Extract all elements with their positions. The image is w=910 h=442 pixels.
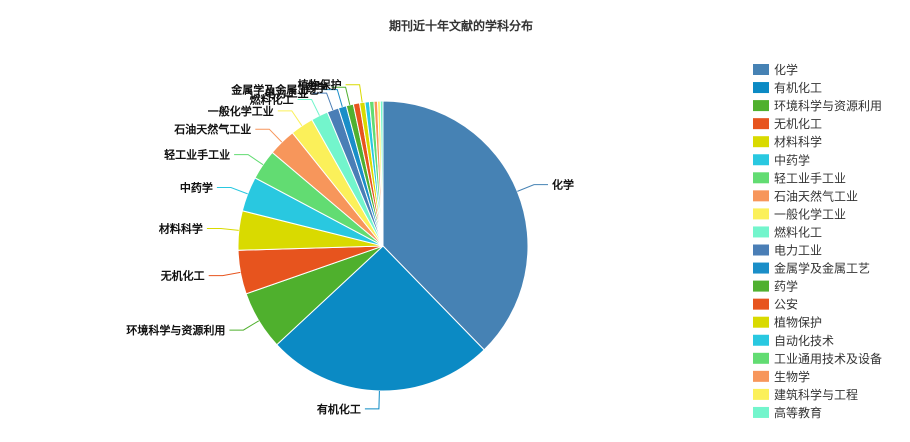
leader-line: [297, 99, 320, 116]
legend-swatch[interactable]: [753, 244, 769, 256]
slice-label: 植物保护: [297, 78, 342, 92]
slice-label: 有机化工: [317, 402, 361, 416]
legend-label[interactable]: 环境科学与资源利用: [774, 98, 882, 113]
legend-swatch[interactable]: [753, 352, 769, 364]
legend-label[interactable]: 高等教育: [774, 405, 822, 420]
pie-slice[interactable]: [276, 245, 485, 392]
legend-label[interactable]: 药学: [774, 279, 798, 294]
label-leader-lines: [206, 84, 548, 410]
leader-line: [234, 154, 264, 166]
legend-swatch[interactable]: [753, 100, 769, 112]
slice-label: 轻工业手工业: [164, 148, 230, 162]
legend-swatch[interactable]: [753, 82, 769, 94]
slice-label: 环境科学与资源利用: [126, 323, 225, 337]
legend-swatch[interactable]: [753, 172, 769, 184]
slice-label: 化学: [552, 178, 574, 192]
leader-line: [277, 110, 303, 127]
legend-swatch[interactable]: [753, 154, 769, 166]
pie-slice[interactable]: [379, 100, 384, 247]
leader-line: [216, 187, 248, 195]
slice-label: 中药学: [180, 181, 213, 195]
pie-slices: [237, 100, 529, 392]
leader-line: [517, 184, 548, 192]
leader-line: [345, 84, 363, 103]
slice-label: 无机化工: [160, 269, 205, 283]
legend-label[interactable]: 建筑科学与工程: [774, 387, 858, 402]
legend-swatch[interactable]: [753, 136, 769, 148]
slice-label: 一般化学工业: [208, 104, 274, 118]
legend-label[interactable]: 工业通用技术及设备: [774, 352, 882, 366]
leader-line: [364, 390, 380, 410]
slice-label: 材料科学: [159, 222, 203, 236]
leader-line: [206, 228, 239, 231]
slice-label: 石油天然气工业: [173, 122, 251, 136]
leader-line: [312, 92, 334, 111]
leader-line: [331, 86, 351, 106]
legend-swatch[interactable]: [753, 208, 769, 220]
legend-swatch[interactable]: [753, 118, 769, 130]
legend-swatch[interactable]: [753, 280, 769, 292]
legend-label[interactable]: 轻工业手工业: [774, 171, 846, 185]
leader-line: [323, 89, 343, 107]
legend-swatch[interactable]: [753, 226, 769, 238]
legend-label[interactable]: 材料科学: [774, 134, 822, 149]
legend-label[interactable]: 电力工业: [774, 244, 822, 258]
legend-label[interactable]: 生物学: [774, 369, 810, 384]
legend: 化学有机化工环境科学与资源利用无机化工材料科学中药学轻工业手工业石油天然气工业一…: [753, 62, 882, 420]
legend-label[interactable]: 无机化工: [774, 117, 822, 131]
legend-label[interactable]: 化学: [774, 62, 798, 77]
legend-swatch[interactable]: [753, 298, 769, 310]
legend-swatch[interactable]: [753, 334, 769, 346]
legend-label[interactable]: 燃料化工: [774, 224, 822, 239]
legend-label[interactable]: 公安: [774, 297, 798, 312]
legend-label[interactable]: 一般化学工业: [774, 206, 846, 221]
leader-line: [255, 128, 283, 143]
legend-label[interactable]: 植物保护: [774, 315, 822, 330]
pie-slice[interactable]: [382, 100, 529, 351]
legend-swatch[interactable]: [753, 262, 769, 274]
slice-label: 金属学及金属工艺: [230, 83, 319, 97]
slice-label: 燃料化工: [249, 93, 294, 107]
legend-swatch[interactable]: [753, 190, 769, 202]
leader-line: [229, 320, 260, 331]
chart-title: 期刊近十年文献的学科分布: [389, 18, 533, 33]
legend-swatch[interactable]: [753, 406, 769, 418]
legend-label[interactable]: 金属学及金属工艺: [774, 261, 870, 276]
legend-label[interactable]: 石油天然气工业: [774, 188, 858, 203]
legend-swatch[interactable]: [753, 388, 769, 400]
legend-label[interactable]: 有机化工: [774, 81, 822, 95]
legend-label[interactable]: 自动化技术: [774, 334, 834, 348]
legend-swatch[interactable]: [753, 316, 769, 328]
legend-label[interactable]: 中药学: [774, 152, 810, 167]
slice-label: 药学: [306, 80, 328, 94]
slice-label: 电力工业: [265, 86, 309, 100]
leader-line: [208, 271, 241, 277]
legend-swatch[interactable]: [753, 370, 769, 382]
legend-swatch[interactable]: [753, 64, 769, 75]
